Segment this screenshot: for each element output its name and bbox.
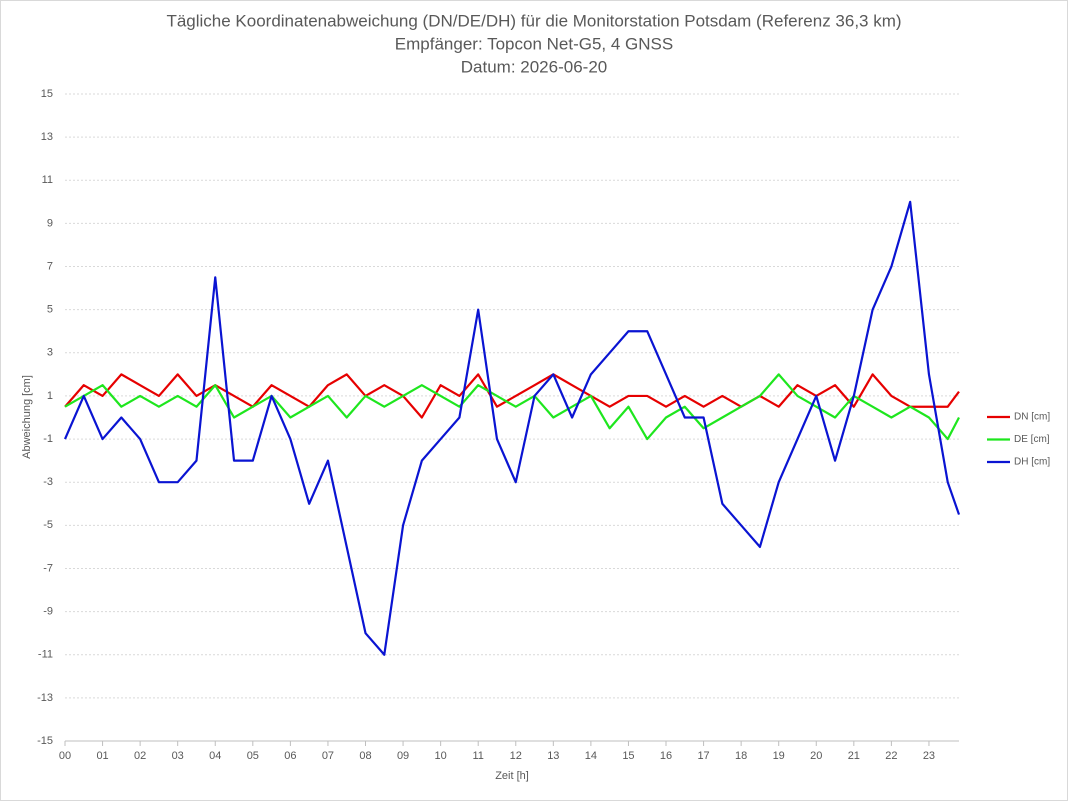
data-line: [64, 373, 960, 441]
x-tick-label: 03: [172, 750, 184, 762]
x-tick-label: 13: [547, 750, 559, 762]
x-tick-label: 11: [472, 750, 483, 762]
x-tick-label: 05: [247, 750, 259, 762]
legend-label: DH [cm]: [1014, 457, 1050, 468]
x-tick-label: 18: [735, 750, 747, 762]
chart-title: Tägliche Koordinatenabweichung (DN/DE/DH…: [166, 11, 901, 30]
y-tick-label: 5: [47, 304, 53, 316]
x-tick-label: 04: [209, 750, 221, 762]
y-tick-label: 11: [42, 174, 53, 186]
y-tick-label: -15: [37, 735, 53, 747]
x-tick-label: 10: [435, 750, 447, 762]
legend-label: DE [cm]: [1014, 434, 1050, 445]
x-tick-label: 17: [697, 750, 709, 762]
y-tick-label: 9: [47, 217, 53, 229]
x-tick-label: 23: [923, 750, 935, 762]
y-tick-label: 13: [41, 131, 53, 143]
x-tick-label: 06: [284, 750, 296, 762]
x-tick-label: 16: [660, 750, 672, 762]
chart-subtitle: Empfänger: Topcon Net-G5, 4 GNSS: [395, 34, 673, 53]
x-tick-label: 02: [134, 750, 146, 762]
x-tick-label: 09: [397, 750, 409, 762]
x-tick-label: 08: [359, 750, 371, 762]
x-axis-title: Zeit [h]: [495, 770, 529, 782]
y-tick-label: 7: [47, 260, 53, 272]
x-tick-label: 01: [96, 750, 108, 762]
y-tick-label: -7: [43, 562, 53, 574]
x-tick-label: 20: [810, 750, 822, 762]
y-tick-label: 1: [47, 390, 53, 402]
x-tick-label: 14: [585, 750, 597, 762]
data-line: [63, 200, 961, 656]
y-axis-title: Abweichung [cm]: [21, 375, 33, 459]
x-tick-label: 00: [59, 750, 71, 762]
y-tick-label: -13: [37, 692, 53, 704]
x-tick-label: 19: [773, 750, 785, 762]
x-tick-label: 12: [510, 750, 522, 762]
y-tick-label: -9: [43, 606, 53, 618]
y-tick-label: 15: [41, 88, 53, 100]
x-tick-label: 21: [848, 750, 860, 762]
x-tick-label: 07: [322, 750, 334, 762]
x-tick-label: 15: [622, 750, 634, 762]
chart-subtitle: Datum: 2026-06-20: [461, 57, 607, 76]
y-tick-label: -3: [43, 476, 53, 488]
x-tick-label: 22: [885, 750, 897, 762]
y-tick-label: -5: [43, 519, 53, 531]
legend-label: DN [cm]: [1014, 412, 1050, 423]
y-tick-label: -1: [43, 433, 53, 445]
y-tick-label: 3: [47, 347, 53, 359]
y-tick-label: -11: [38, 649, 53, 661]
